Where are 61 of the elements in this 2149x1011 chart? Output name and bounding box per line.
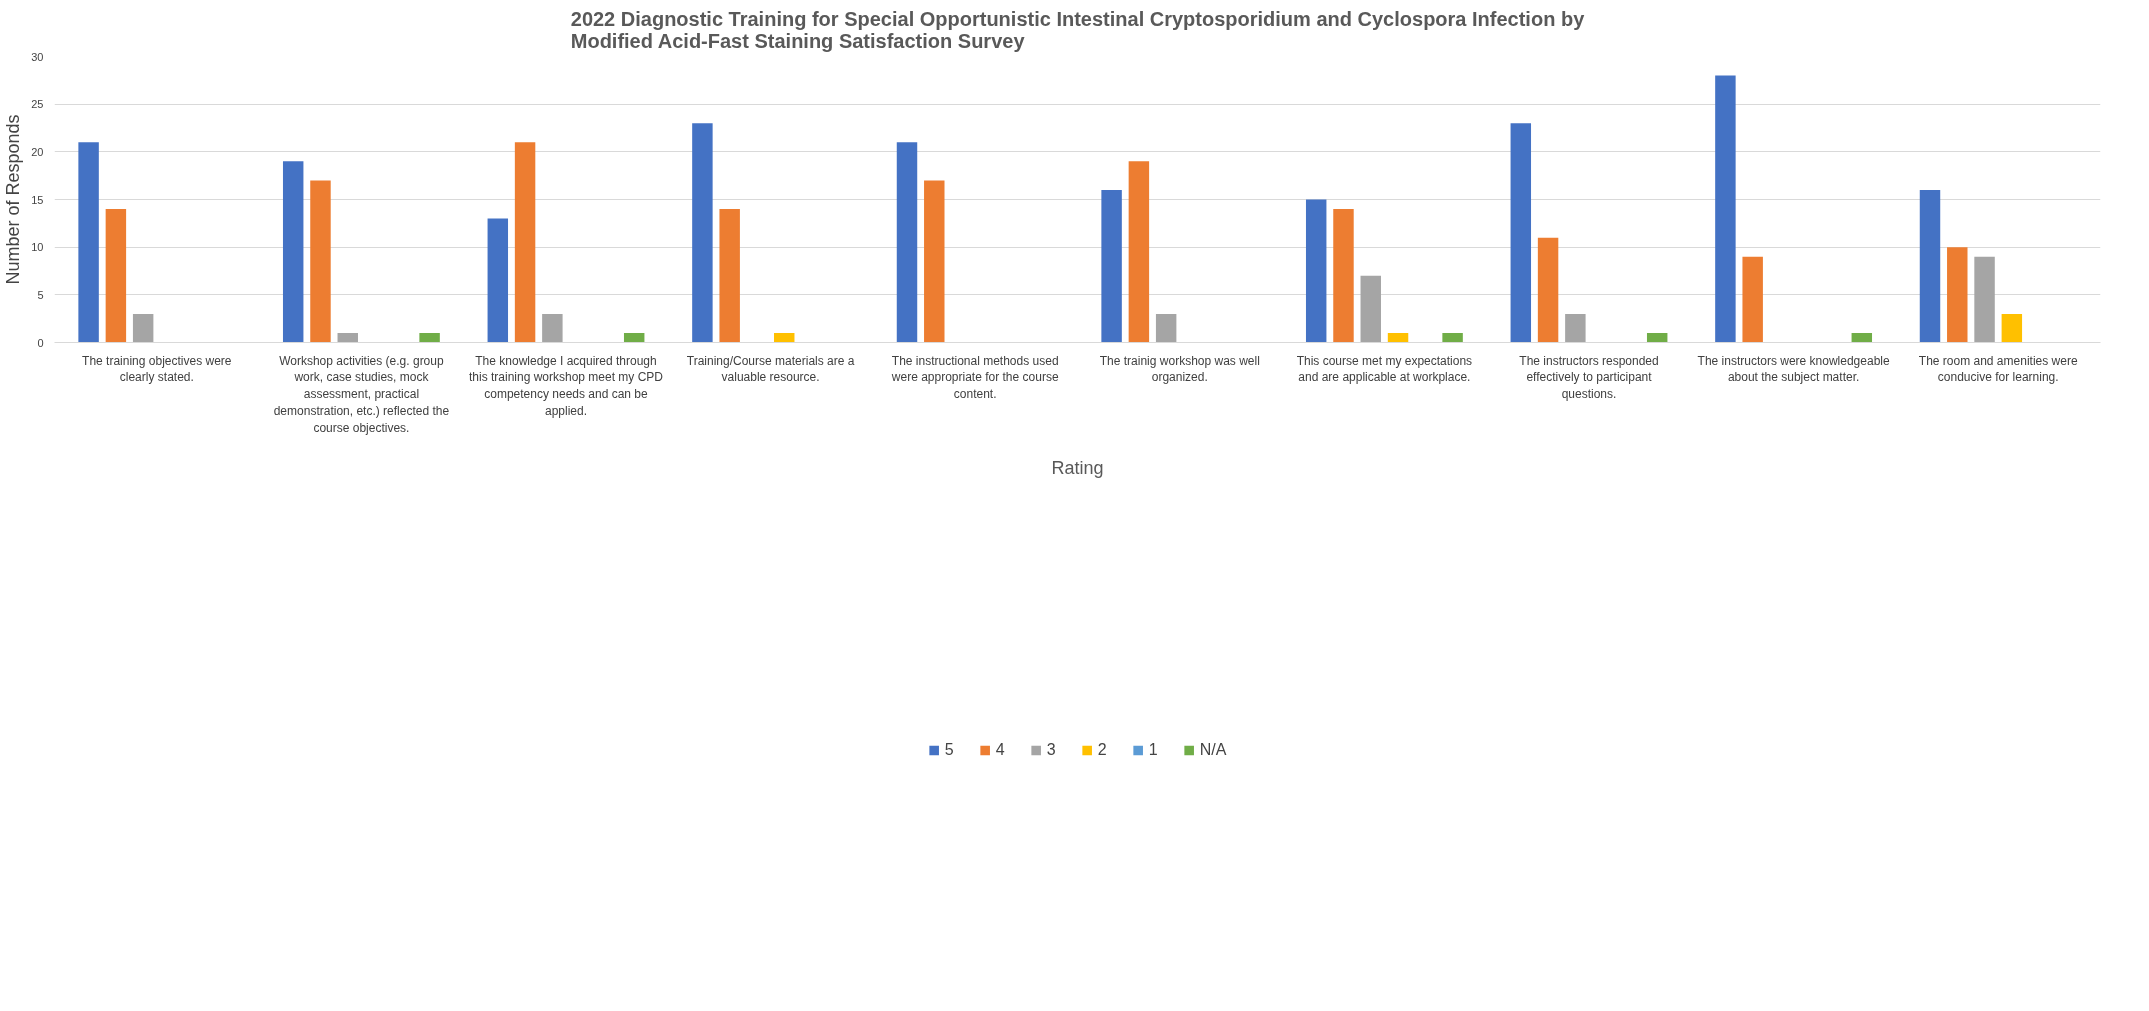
- y-tick-label: 20: [31, 145, 44, 158]
- legend-label: 2: [1097, 741, 1108, 759]
- bar: [1851, 332, 1873, 343]
- bar: [623, 332, 645, 343]
- x-tick-label: The instructional methods used were appropriate for the course content.: [890, 353, 1059, 402]
- bar: [1387, 332, 1409, 343]
- chart-title: 2022 Diagnostic Training for Special Opportunistic Intestinal Cryptosporidium and Cyclospora Infection by Modified Acid-Fast Staining Satisfaction Survey: [570, 7, 1586, 52]
- x-tick-label: The knowledge I acquired through this training workshop meet my CPD competency needs and can be applied.: [468, 353, 664, 418]
- bar: [1565, 313, 1586, 343]
- y-tick-label: 25: [31, 98, 44, 111]
- bar: [105, 209, 127, 343]
- bar: [1510, 123, 1532, 343]
- legend-label: 1: [1148, 741, 1159, 759]
- legend-label: 3: [1046, 741, 1057, 759]
- bar: [78, 142, 99, 343]
- bar: [2001, 313, 2023, 343]
- bar: [487, 218, 509, 343]
- x-tick-label: The room and amenities were conducive for learning.: [1918, 353, 2078, 385]
- bar: [1919, 189, 1941, 343]
- bar: [1360, 275, 1381, 343]
- x-tick-label: The instructors were knowledgeable about the subject matter.: [1697, 353, 1890, 385]
- x-axis-title: Rating: [1051, 457, 1104, 478]
- bar: [1333, 209, 1354, 343]
- bar: [1974, 256, 1995, 343]
- bar: [282, 161, 304, 343]
- x-tick-label: This course met my expectations and are applicable at workplace.: [1296, 353, 1473, 385]
- legend-label: N/A: [1199, 741, 1227, 759]
- bar: [774, 332, 795, 343]
- bar: [1101, 189, 1122, 343]
- y-tick-label: 10: [31, 241, 44, 254]
- x-tick-label: Training/Course materials are a valuable resource.: [686, 353, 855, 385]
- bar: [132, 313, 154, 343]
- bar: [1537, 237, 1559, 343]
- bar: [1155, 313, 1177, 343]
- bar: [542, 313, 563, 343]
- bar: [419, 332, 440, 343]
- bar: [692, 123, 713, 343]
- bar: [1715, 75, 1736, 343]
- legend-label: 4: [995, 741, 1006, 759]
- y-tick-label: 30: [31, 50, 44, 63]
- bar: [337, 332, 358, 343]
- y-tick-label: 5: [37, 288, 44, 301]
- bar: [1128, 161, 1150, 343]
- bar: [1646, 332, 1668, 343]
- bar: [514, 142, 536, 343]
- bar: [924, 180, 945, 343]
- y-tick-label: 15: [31, 193, 44, 206]
- bar: [1742, 256, 1763, 343]
- x-tick-label: Workshop activities (e.g. group work, case studies, mock assessment, practical demonstration, etc.) reflected the course objectives.: [273, 353, 450, 435]
- x-tick-label: The trainig workshop was well organized.: [1099, 353, 1260, 385]
- bar: [1305, 199, 1327, 343]
- bar: [310, 180, 331, 343]
- y-axis-title: Number of Responds: [3, 114, 24, 285]
- x-tick-label: The instructors responded effectively to participant questions.: [1519, 353, 1659, 402]
- bar: [1947, 247, 1968, 343]
- x-tick-label: The training objectives were clearly stated.: [82, 353, 232, 385]
- bar: [896, 142, 918, 343]
- y-tick-label: 0: [37, 336, 44, 349]
- legend-label: 5: [944, 741, 955, 759]
- bar: [1442, 332, 1463, 343]
- bar: [719, 209, 740, 343]
